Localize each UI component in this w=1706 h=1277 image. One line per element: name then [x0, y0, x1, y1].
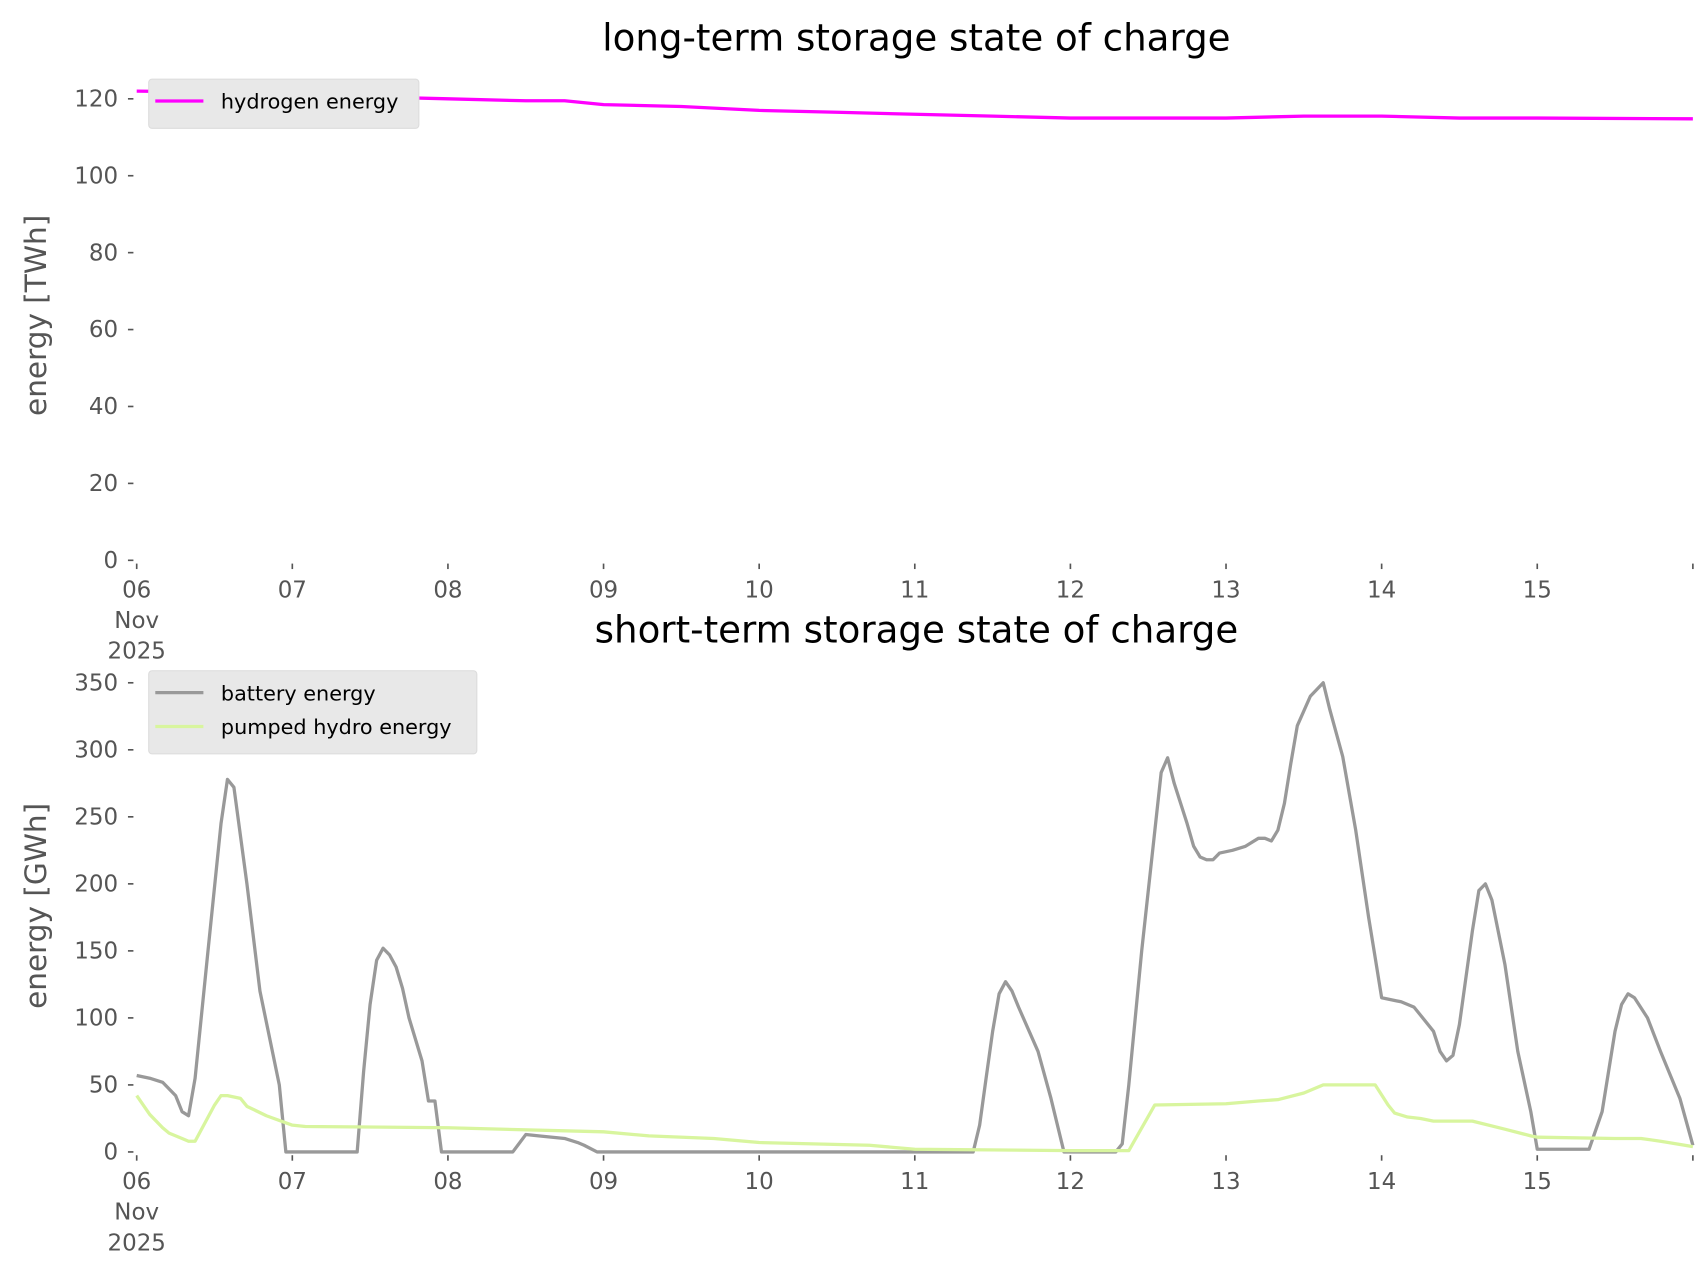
y-tick-label: 100	[74, 163, 118, 189]
x-tick-label: 06 Nov 2025	[107, 1169, 165, 1256]
x-tick-label-line: 12	[1056, 1169, 1085, 1195]
x-tick-label-line: 06	[122, 577, 151, 603]
x-tick-label-line: 09	[589, 577, 618, 603]
x-tick-label-line: 14	[1367, 577, 1396, 603]
chart-title: short-term storage state of charge	[595, 607, 1239, 651]
y-tick-label: 120	[74, 86, 118, 112]
legend-box	[148, 670, 478, 755]
x-tick-label-line: 10	[745, 577, 774, 603]
y-tick-label: 0	[103, 548, 118, 574]
x-tick-label: 09	[589, 1169, 618, 1195]
x-tick-label: 14	[1367, 577, 1396, 603]
x-tick-label: 11	[900, 1169, 929, 1195]
x-tick-label-line: 09	[589, 1169, 618, 1195]
series-line-pumped-hydro-energy	[135, 1083, 1694, 1153]
series-line-hydrogen-energy	[136, 89, 1693, 121]
x-tick-label-line: 11	[900, 577, 929, 603]
x-tick-label-line: 07	[278, 1169, 307, 1195]
y-tick-label: 0	[103, 1140, 118, 1166]
x-tick-label: 07	[278, 577, 307, 603]
x-tick-label-line: 2025	[107, 1230, 165, 1256]
y-tick-label: 350	[74, 670, 118, 696]
x-tick-label-line: 07	[278, 577, 307, 603]
x-tick-label: 12	[1056, 1169, 1085, 1195]
x-tick-label-line: 13	[1211, 577, 1240, 603]
legend-box	[148, 78, 420, 129]
x-tick-label-line: Nov	[114, 1200, 159, 1226]
x-tick-label: 15	[1523, 577, 1552, 603]
x-tick-label: 11	[900, 577, 929, 603]
short-term-storage-chart: short-term storage state of charge energ…	[19, 607, 1695, 1256]
y-tick-label: 200	[74, 872, 118, 898]
x-tick-label-line: Nov	[114, 608, 159, 634]
x-tick-label: 12	[1056, 577, 1085, 603]
x-tick-label-line: 08	[433, 577, 462, 603]
y-tick-label: 300	[74, 737, 118, 763]
y-tick-label: 100	[74, 1006, 118, 1032]
x-tick-label-line: 08	[433, 1169, 462, 1195]
x-tick-label-line: 10	[745, 1169, 774, 1195]
y-tick-label: 50	[89, 1073, 118, 1099]
chart-title: long-term storage state of charge	[602, 16, 1230, 60]
legend-label: hydrogen energy	[221, 90, 399, 114]
x-tick-label-line: 2025	[107, 639, 165, 665]
x-tick-label-line: 11	[900, 1169, 929, 1195]
x-tick-label-line: 15	[1523, 577, 1552, 603]
x-tick-label: 10	[745, 577, 774, 603]
x-tick-label-line: 12	[1056, 577, 1085, 603]
x-tick-label: 15	[1523, 1169, 1552, 1195]
x-tick-label-line: 14	[1367, 1169, 1396, 1195]
x-tick-label: 14	[1367, 1169, 1396, 1195]
long-term-storage-chart: long-term storage state of charge energy…	[19, 16, 1694, 665]
x-tick-label-line: 15	[1523, 1169, 1552, 1195]
y-tick-label: 20	[89, 471, 118, 497]
x-tick-label: 06 Nov 2025	[107, 577, 165, 664]
y-tick-label: 150	[74, 939, 118, 965]
x-tick-label: 08	[433, 577, 462, 603]
x-tick-label: 10	[745, 1169, 774, 1195]
legend-label: pumped hydro energy	[221, 715, 452, 739]
y-tick-label: 80	[89, 240, 118, 266]
legend: hydrogen energy	[148, 78, 420, 129]
x-tick-label-line: 13	[1211, 1169, 1240, 1195]
x-tick-label: 07	[278, 1169, 307, 1195]
x-tick-label: 08	[433, 1169, 462, 1195]
x-tick-label: 09	[589, 577, 618, 603]
y-tick-label: 40	[89, 394, 118, 420]
series-line-battery-energy	[136, 681, 1695, 1154]
y-tick-label: 250	[74, 804, 118, 830]
x-tick-label: 13	[1211, 1169, 1240, 1195]
x-tick-label-line: 06	[122, 1169, 151, 1195]
legend: battery energy pumped hydro energy	[148, 670, 478, 755]
x-tick-label: 13	[1211, 577, 1240, 603]
y-tick-label: 60	[89, 317, 118, 343]
y-axis-label: energy [TWh]	[19, 215, 53, 416]
legend-label: battery energy	[221, 681, 376, 705]
y-axis-label: energy [GWh]	[19, 803, 53, 1009]
